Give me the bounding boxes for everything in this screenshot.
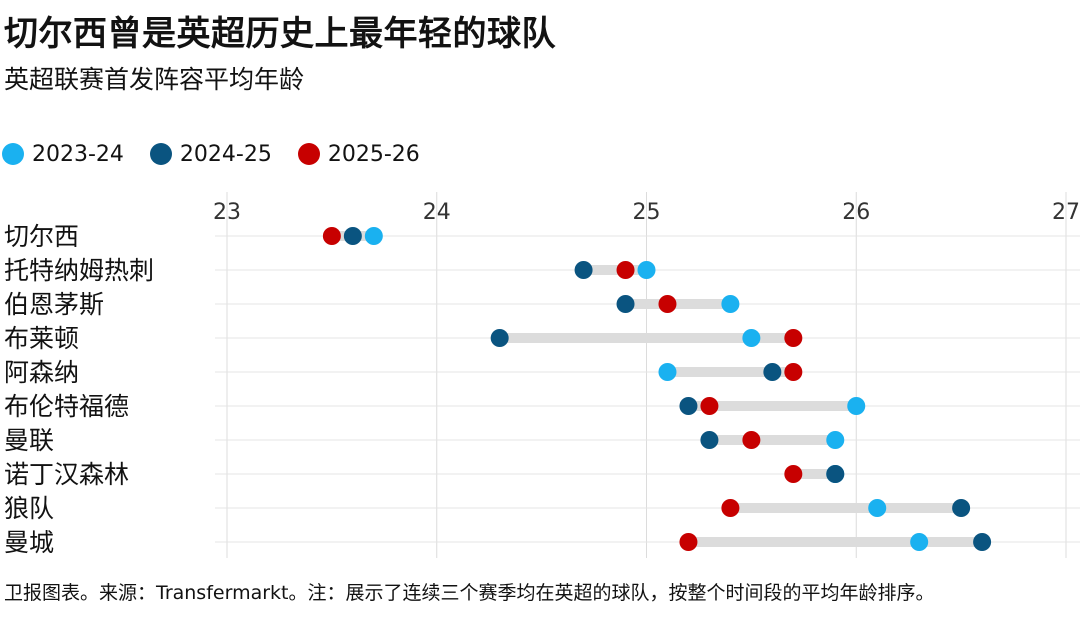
x-tick-label: 23: [213, 200, 241, 225]
chart-title: 切尔西曾是英超历史上最年轻的球队: [4, 14, 556, 54]
data-point-2023-24: [637, 261, 656, 279]
legend-swatch-2023-24: [2, 143, 24, 165]
data-point-2024-25: [700, 431, 719, 449]
data-point-2025-26: [322, 227, 341, 245]
legend-label-2023-24: 2023-24: [32, 141, 124, 167]
x-tick-label: 26: [842, 200, 870, 225]
category-label: 布莱顿: [4, 324, 79, 353]
data-point-2024-25: [952, 499, 971, 517]
category-label: 狼队: [4, 494, 54, 523]
data-point-2025-26: [658, 295, 677, 313]
legend-item-2023-24: 2023-24: [2, 142, 124, 167]
data-point-2024-25: [826, 465, 845, 483]
category-label: 阿森纳: [4, 358, 79, 387]
data-point-2024-25: [616, 295, 635, 313]
data-point-2025-26: [721, 499, 740, 517]
data-point-2025-26: [784, 329, 803, 347]
data-point-2024-25: [763, 363, 782, 381]
data-point-2023-24: [868, 499, 887, 517]
data-point-2024-25: [490, 329, 509, 347]
chart-subtitle: 英超联赛首发阵容平均年龄: [4, 65, 305, 94]
x-tick-label: 27: [1052, 200, 1080, 225]
data-point-2024-25: [343, 227, 362, 245]
source-note: 卫报图表。来源：Transfermarkt。注：展示了连续三个赛季均在英超的球队…: [4, 582, 935, 604]
data-point-2024-25: [679, 397, 698, 415]
data-point-2025-26: [679, 533, 698, 551]
data-point-2025-26: [700, 397, 719, 415]
data-point-2023-24: [721, 295, 740, 313]
dot-range-chart: 23 24 25 26 27 切尔西托特纳姆热刺伯恩茅斯布莱顿阿森纳布伦特福德曼联诺丁汉森…: [4, 192, 1080, 558]
data-point-2025-26: [784, 465, 803, 483]
data-point-2023-24: [826, 431, 845, 449]
data-point-2023-24: [847, 397, 866, 415]
data-point-2023-24: [658, 363, 677, 381]
category-label: 诺丁汉森林: [4, 460, 129, 489]
legend-swatch-2025-26: [297, 143, 320, 165]
x-tick-label: 24: [423, 200, 451, 225]
legend-label-2025-26: 2025-26: [327, 141, 420, 167]
category-label: 托特纳姆热刺: [4, 256, 154, 285]
category-label: 曼联: [4, 426, 54, 455]
category-label: 布伦特福德: [4, 392, 129, 421]
data-point-2023-24: [364, 227, 383, 245]
category-label: 切尔西: [4, 222, 79, 251]
legend-label-2024-25: 2024-25: [179, 141, 272, 167]
legend-item-2024-25: 2024-25: [149, 141, 272, 167]
legend-item-2025-26: 2025-26: [297, 141, 420, 167]
x-tick-label: 25: [633, 200, 661, 225]
legend-swatch-2024-25: [149, 143, 172, 165]
data-point-2024-25: [973, 533, 992, 551]
legend: 2023-24 2024-25 2025-26: [2, 140, 446, 168]
data-point-2025-26: [784, 363, 803, 381]
data-point-2025-26: [742, 431, 761, 449]
data-point-2023-24: [742, 329, 761, 347]
data-point-2025-26: [616, 261, 635, 279]
category-label: 伯恩茅斯: [4, 290, 104, 319]
data-point-2023-24: [910, 533, 929, 551]
data-point-2024-25: [574, 261, 593, 279]
category-label: 曼城: [4, 528, 54, 557]
